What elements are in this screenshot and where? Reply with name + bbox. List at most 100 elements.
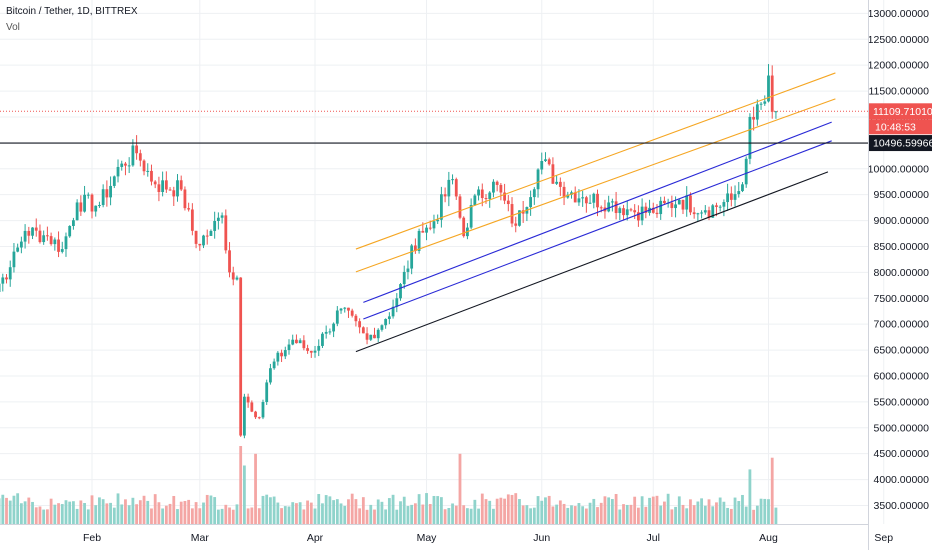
y-tick-label: 12500.00000 [868,34,929,46]
candle-body [57,240,60,252]
volume-bar [600,503,603,524]
trendline-blue-upper [363,122,831,302]
candle-body [53,240,56,245]
candle-body [689,195,692,212]
x-tick-label: Mar [191,532,210,544]
volume-bar [760,499,763,524]
candle-body [693,212,696,214]
volume-bar [228,507,231,524]
volume-bar [581,506,584,524]
candle-body [13,252,16,268]
candle-body [559,182,562,187]
x-tick-label: Apr [307,532,324,544]
volume-bar [169,504,172,524]
volume-bar [340,503,343,524]
volume-bar [113,508,116,524]
candle-body [381,325,384,330]
volume-bar [1,495,4,524]
candle-body [98,205,101,206]
candle-body [228,250,231,272]
candle-body [35,228,38,231]
candle-body [507,201,510,204]
candle-body [399,284,402,298]
candle-body [172,190,175,196]
volume-bar [585,509,588,524]
volume-bar [552,506,555,524]
volume-bar [105,503,108,524]
volume-bar [325,495,328,524]
volume-bar [719,498,722,524]
volume-bar [221,509,224,524]
candle-body [128,165,131,166]
candle-body [600,207,603,208]
volume-bar [381,502,384,524]
candle-body [696,213,699,214]
candle-body [630,209,633,210]
candle-body [87,195,90,196]
candle-body [124,164,127,166]
y-tick-label: 4000.00000 [874,474,930,486]
candle-body [291,340,294,345]
volume-bar [31,502,34,524]
candle-body [581,197,584,198]
candle-body [384,319,387,325]
volume-bar [187,500,190,524]
volume-bar [399,501,402,524]
candle-body [131,146,134,166]
volume-bar [120,504,123,524]
candle-body [232,272,235,279]
candle-body [213,221,216,231]
volume-bar [9,501,12,524]
candle-body [176,180,179,196]
volume-bar [722,502,725,524]
candle-body [403,272,406,284]
candle-body [682,200,685,210]
candle-body [284,350,287,356]
candle-body [20,242,23,248]
volume-bar [57,503,60,524]
candle-body [317,346,320,351]
volume-bar [470,509,473,524]
volume-bar [708,499,711,524]
candle-body [719,207,722,208]
volume-bar [35,507,38,524]
volume-bar [503,499,506,524]
volume-bar [648,498,651,524]
volume-bar [135,504,138,524]
volume-bar [328,496,331,524]
volume-bar [555,505,558,524]
volume-bar [24,501,27,524]
trendlines[interactable] [356,73,835,352]
candle-body [139,153,142,160]
volume-bar [485,499,488,524]
candle-body [552,164,555,183]
volume-bar [195,502,198,524]
volume-bar [492,509,495,524]
volume-bar [637,508,640,524]
candle-body [321,334,324,346]
volume-bar [68,502,71,524]
volume-bar [525,505,528,524]
candle-body [254,412,257,418]
volume-bar [745,507,748,524]
candle-body [280,353,283,357]
candle-body [310,351,313,353]
horizontal-levels[interactable] [0,111,868,143]
volume-bar [191,508,194,524]
volume-bar [604,496,607,524]
y-tick-label: 7500.00000 [874,293,930,305]
candle-body [745,159,748,185]
volume-bar [771,458,774,524]
candle-body [540,161,543,169]
volume-bar [351,494,354,524]
volume-bar [5,498,8,524]
volume-bar [332,500,335,524]
volume-bar [273,497,276,524]
volume-bar [670,509,673,524]
volume-bar [98,497,101,524]
volume-bar [39,507,42,524]
volume-bar [633,497,636,524]
candle-body [276,353,279,362]
